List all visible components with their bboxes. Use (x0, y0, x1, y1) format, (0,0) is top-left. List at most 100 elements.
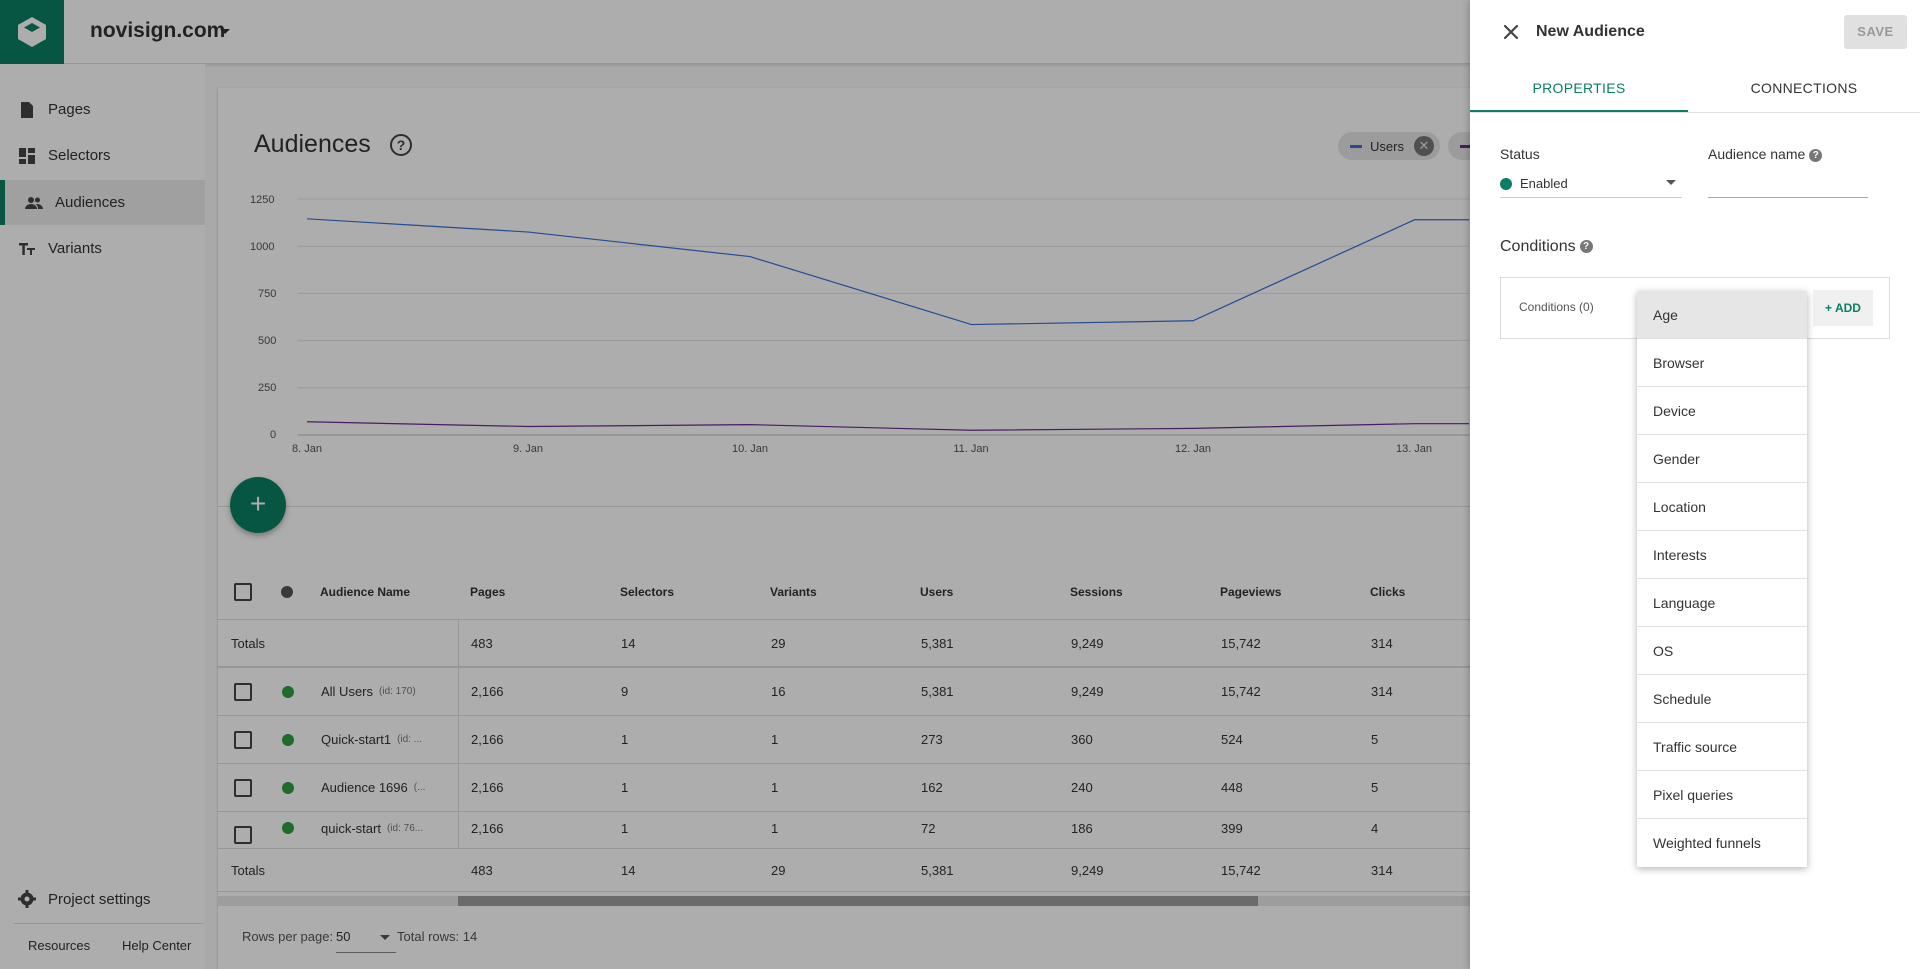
menu-item-device[interactable]: Device (1637, 387, 1807, 435)
menu-item-interests[interactable]: Interests (1637, 531, 1807, 579)
table-cell: 1 (621, 780, 629, 795)
table-cell: 483 (471, 862, 493, 878)
column-header-variants[interactable]: Variants (770, 584, 817, 599)
table-cell: 5,381 (921, 684, 954, 699)
close-icon[interactable] (1500, 21, 1522, 43)
conditions-count: Conditions (0) (1519, 300, 1594, 314)
table-cell: 273 (921, 732, 943, 747)
totals-label: Totals (231, 635, 265, 651)
table-cell: 2,166 (471, 780, 504, 795)
help-center-link[interactable]: Help Center (122, 938, 192, 953)
scrollbar-thumb[interactable] (458, 896, 1258, 906)
row-checkbox[interactable] (234, 682, 252, 701)
table-cell: 14 (621, 635, 636, 651)
status-select[interactable]: Enabled (1500, 170, 1682, 198)
drawer-title: New Audience (1536, 23, 1645, 40)
audience-name[interactable]: quick-start (321, 820, 381, 836)
modal-backdrop[interactable] (0, 0, 1470, 969)
menu-item-language[interactable]: Language (1637, 579, 1807, 627)
x-tick-label: 11. Jan (953, 443, 989, 455)
tab-connections[interactable]: CONNECTIONS (1750, 80, 1858, 96)
sidebar-item-pages[interactable]: Pages (0, 87, 205, 132)
menu-item-gender[interactable]: Gender (1637, 435, 1807, 483)
table-cell: 5,381 (921, 635, 954, 651)
menu-item-pixel-queries[interactable]: Pixel queries (1637, 771, 1807, 819)
status-label: Status (1500, 146, 1540, 162)
row-checkbox[interactable] (234, 778, 252, 797)
site-switcher-caret-icon[interactable] (220, 29, 230, 34)
help-icon[interactable]: ? (390, 134, 412, 156)
table-footer-totals-row: Totals 483 14 29 5,381 9,249 15,742 314 (218, 848, 1688, 892)
table-cell: 524 (1221, 732, 1243, 747)
save-button[interactable]: SAVE (1844, 15, 1907, 49)
column-header-sessions[interactable]: Sessions (1070, 584, 1123, 599)
audience-name[interactable]: All Users (321, 684, 374, 699)
project-settings-link[interactable]: Project settings (18, 890, 151, 908)
menu-item-age[interactable]: Age (1637, 291, 1807, 339)
table-row[interactable]: quick-start (id: 76... 2,166 1 1 72 186 3… (218, 812, 1688, 844)
column-header-pages[interactable]: Pages (470, 584, 506, 599)
horizontal-scrollbar[interactable] (218, 896, 1688, 906)
app-logo[interactable] (0, 0, 64, 64)
row-checkbox[interactable] (234, 826, 252, 844)
menu-item-traffic-source[interactable]: Traffic source (1637, 723, 1807, 771)
tab-properties[interactable]: PROPERTIES (1532, 80, 1626, 96)
audience-name[interactable]: Quick-start1 (321, 732, 392, 747)
x-tick-label: 8. Jan (292, 443, 322, 455)
x-tick-label: 12. Jan (1174, 443, 1212, 455)
rows-per-page-select[interactable]: 50 (336, 925, 396, 953)
select-all-checkbox[interactable] (234, 582, 252, 601)
y-tick-label: 750 (258, 288, 277, 300)
audience-name-input[interactable] (1708, 172, 1868, 198)
menu-item-schedule[interactable]: Schedule (1637, 675, 1807, 723)
chevron-down-icon[interactable] (380, 935, 390, 940)
audience-id: (... (413, 782, 426, 793)
column-header-clicks[interactable]: Clicks (1370, 584, 1406, 599)
project-settings-label: Project settings (48, 890, 151, 908)
chip-remove-icon[interactable]: ✕ (1413, 136, 1434, 156)
sidebar-item-audiences[interactable]: Audiences (0, 180, 205, 225)
table-cell: 9,249 (1071, 635, 1104, 651)
audience-name[interactable]: Audience 1696 (321, 780, 408, 795)
series-line-users (306, 218, 1469, 326)
row-checkbox[interactable] (234, 730, 252, 749)
resources-link[interactable]: Resources (28, 938, 91, 953)
site-name[interactable]: novisign.com (90, 19, 226, 42)
conditions-title-group: Conditions? (1500, 238, 1593, 256)
menu-item-weighted-funnels[interactable]: Weighted funnels (1653, 835, 1761, 851)
sidebar-item-selectors[interactable]: Selectors (0, 133, 205, 178)
totals-label: Totals (231, 862, 265, 878)
series-chip-users[interactable]: Users ✕ (1338, 132, 1440, 160)
table-cell: 399 (1221, 820, 1243, 836)
status-dot (282, 733, 294, 746)
y-tick-label: 500 (258, 335, 277, 347)
column-header-users[interactable]: Users (920, 584, 954, 599)
sidebar-item-label: Audiences (55, 194, 126, 211)
audience-id: (id: 170) (379, 686, 416, 697)
status-column-icon (281, 585, 293, 598)
active-tab-indicator (1470, 110, 1688, 112)
add-condition-button[interactable]: + ADD (1813, 290, 1873, 326)
column-header-selectors[interactable]: Selectors (620, 584, 675, 599)
page-icon (18, 101, 36, 119)
sidebar-divider (14, 923, 204, 924)
menu-item-browser[interactable]: Browser (1637, 339, 1807, 387)
chip-label: Users (1370, 138, 1404, 154)
dashboard-icon (18, 147, 36, 165)
column-header-pageviews[interactable]: Pageviews (1220, 584, 1282, 599)
column-header-audience-name[interactable]: Audience Name (320, 584, 411, 599)
table-cell: 5 (1371, 780, 1379, 795)
table-row[interactable]: Quick-start1 (id: ... 2,166 1 1 273 360 5… (218, 716, 1688, 764)
help-icon[interactable]: ? (1809, 148, 1823, 162)
menu-item-os[interactable]: OS (1637, 627, 1807, 675)
table-cell: 5,381 (921, 862, 954, 878)
y-tick-label: 1000 (250, 241, 275, 253)
table-cell: 9,249 (1071, 862, 1104, 878)
add-audience-button[interactable]: + (230, 477, 286, 533)
table-row[interactable]: All Users (id: 170) 2,166 9 16 5,381 9,24… (218, 668, 1688, 716)
table-cell: 186 (1071, 820, 1093, 836)
table-row[interactable]: Audience 1696 (... 2,166 1 1 162 240 448 … (218, 764, 1688, 812)
sidebar-item-variants[interactable]: Variants (0, 226, 205, 271)
help-icon[interactable]: ? (1579, 240, 1593, 254)
menu-item-location[interactable]: Location (1637, 483, 1807, 531)
